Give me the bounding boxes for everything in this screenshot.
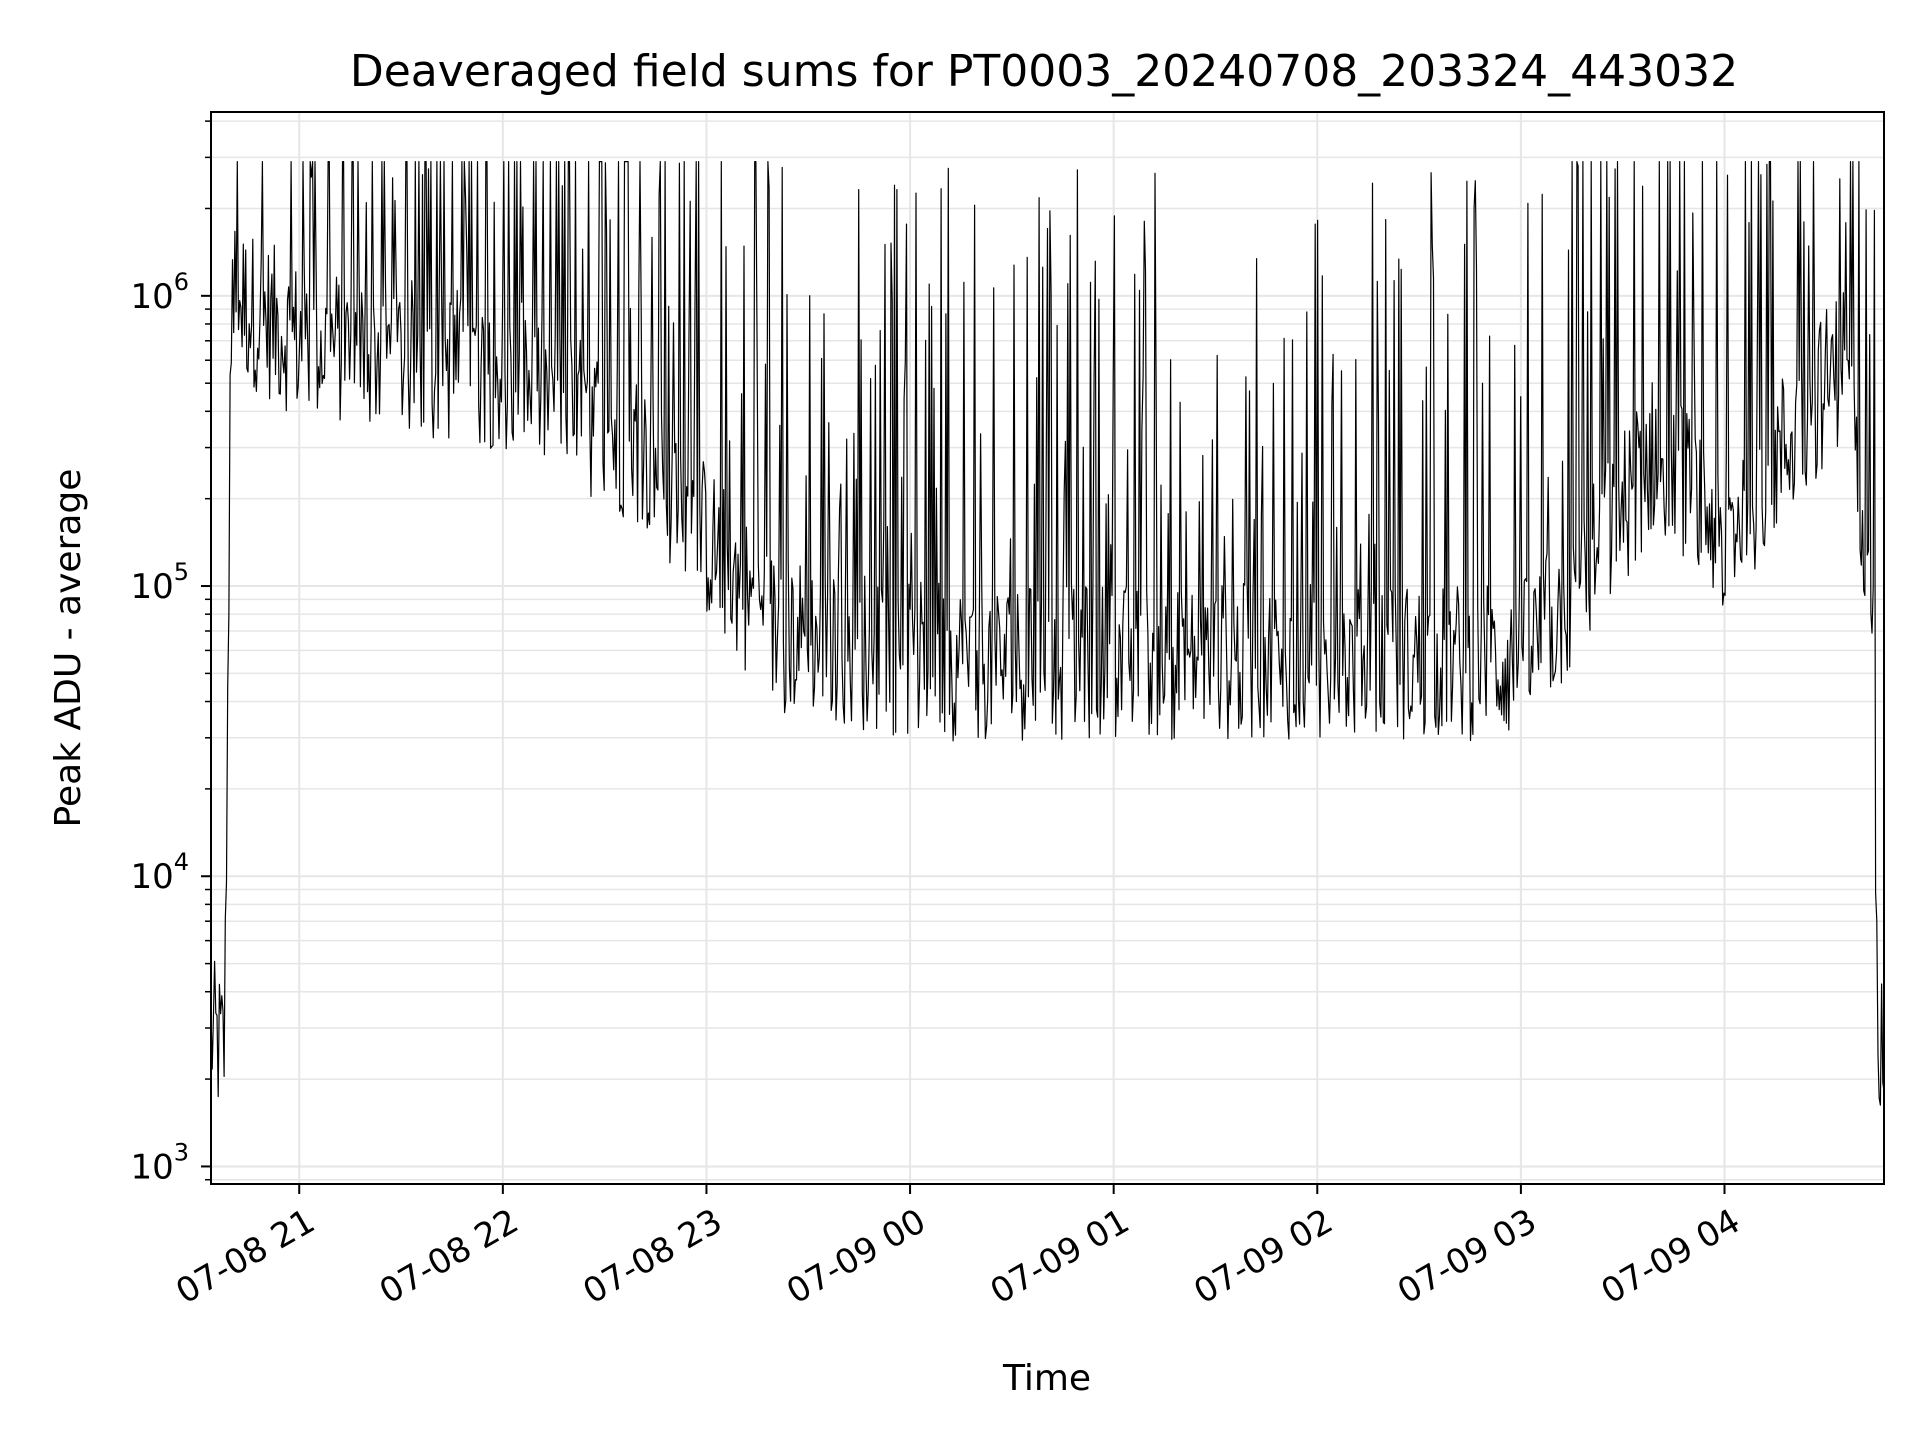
y-axis-label: Peak ADU - average (48, 469, 89, 828)
series-line (210, 161, 1885, 1106)
plot-frame (210, 111, 1885, 1185)
x-axis-label: Time (1002, 1358, 1091, 1399)
chart-title: Deaveraged field sums for PT0003_2024070… (350, 46, 1738, 97)
y-axis: 103 104 105 106 (130, 120, 211, 1187)
y-tick-label: 104 (130, 848, 189, 897)
series-layer (210, 161, 1885, 1106)
y-tick-label: 103 (130, 1138, 189, 1187)
y-tick-label: 106 (130, 268, 189, 317)
y-tick-label: 105 (130, 558, 189, 607)
